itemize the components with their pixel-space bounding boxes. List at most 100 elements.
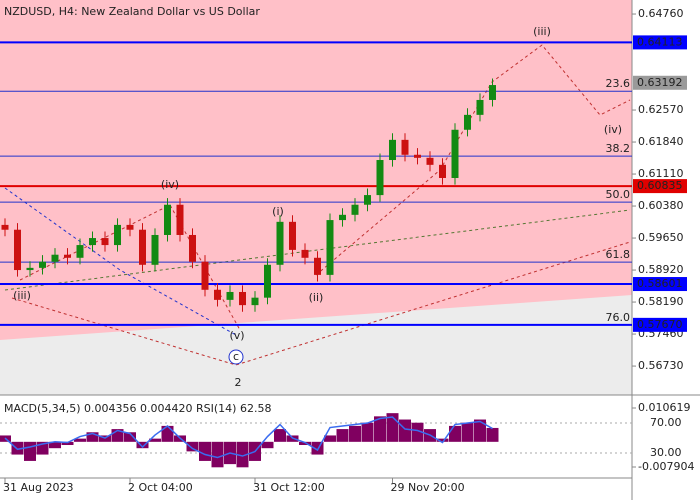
y-tick-label: 0.59650	[638, 231, 684, 244]
wave-label: (ii)	[309, 291, 324, 304]
candle-body	[226, 291, 234, 300]
candle-body	[139, 229, 146, 265]
macd-bar	[124, 432, 136, 442]
macd-bar	[261, 441, 274, 449]
macd-bar	[149, 438, 161, 442]
candle-body	[89, 238, 96, 246]
price-box-label: 0.58601	[637, 277, 683, 290]
macd-bar	[336, 429, 349, 442]
x-tick-label: 31 Oct 12:00	[253, 481, 325, 494]
candle-body	[39, 261, 46, 268]
macd-bar	[136, 441, 149, 449]
macd-bar	[86, 432, 99, 442]
macd-bar	[49, 441, 61, 449]
wave-label: 2	[235, 376, 242, 389]
macd-bar	[199, 441, 211, 461]
macd-bar	[186, 441, 199, 452]
candle-body	[276, 221, 284, 265]
candle-body	[326, 220, 334, 275]
fib-label: 76.0	[606, 311, 631, 324]
price-box	[633, 179, 687, 194]
y-tick-label: 0.60380	[638, 199, 684, 212]
price-box-label: 0.60835	[637, 179, 683, 192]
candle-body	[401, 139, 409, 155]
wave-circle	[228, 349, 244, 365]
y-tick-label: 0.64760	[638, 7, 684, 20]
x-tick-label: 29 Nov 20:00	[391, 481, 465, 494]
price-box-label: 0.63192	[637, 76, 683, 89]
candle-body	[339, 214, 346, 221]
candle-body	[1, 224, 9, 230]
macd-bar	[449, 425, 461, 442]
macd-bar	[474, 419, 486, 442]
fib-label: 23.6	[606, 77, 631, 90]
macd-tick-label: 0.010619	[638, 401, 691, 414]
candle-body	[114, 224, 121, 246]
wave-label: (iv)	[604, 123, 622, 136]
candle-body	[314, 257, 321, 275]
rsi-line	[4, 416, 493, 459]
candle-body	[14, 229, 21, 271]
fib-label: 50.0	[606, 188, 631, 201]
wave-line	[4, 187, 237, 336]
candle-body	[164, 204, 171, 235]
x-tick-label: 31 Aug 2023	[3, 481, 73, 494]
macd-bar	[486, 427, 499, 442]
macd-bar	[74, 438, 86, 442]
y-tick-label: 0.58190	[638, 295, 684, 308]
macd-bar	[361, 422, 374, 442]
candle-body	[51, 254, 59, 262]
macd-bar	[349, 425, 361, 442]
candle-body	[476, 99, 484, 115]
candle-body	[176, 204, 184, 235]
candle-body	[414, 154, 421, 158]
wave-label: (iii)	[13, 289, 31, 302]
candle-body	[64, 254, 71, 258]
macd-bar	[461, 422, 474, 442]
price-box-label: 0.57670	[637, 318, 683, 331]
macd-bar	[61, 441, 74, 446]
macd-bar	[274, 429, 286, 442]
y-tick-label: 0.56730	[638, 359, 684, 372]
chart-title: NZDUSD, H4: New Zealand Dollar vs US Dol…	[4, 5, 260, 18]
candle-body	[464, 114, 471, 130]
fib-label: 61.8	[606, 248, 631, 261]
macd-bar	[236, 441, 249, 468]
candle-body	[489, 85, 496, 100]
candle-body	[439, 164, 446, 178]
macd-bar	[299, 441, 311, 446]
y-tick-label: 0.58920	[638, 263, 684, 276]
candle-body	[426, 157, 434, 165]
price-box	[633, 75, 687, 90]
price-box	[633, 35, 687, 50]
macd-bar	[399, 419, 411, 442]
shaded-zone	[0, 0, 632, 340]
candle-body	[301, 249, 309, 258]
macd-bar	[24, 441, 36, 461]
candle-body	[201, 261, 209, 290]
macd-bar	[411, 422, 424, 442]
price-box	[633, 317, 687, 332]
candle-body	[389, 139, 396, 161]
rsi-tick-label: 30.00	[650, 446, 682, 459]
macd-bar	[436, 438, 449, 442]
wave-label: (iv)	[161, 178, 179, 191]
wave-label: (i)	[272, 205, 284, 218]
candle-body	[151, 234, 159, 265]
candle-body	[214, 289, 221, 300]
macd-bar	[374, 416, 386, 442]
y-tick-label: 0.61110	[638, 167, 684, 180]
candle-body	[26, 267, 34, 271]
x-tick-label: 2 Oct 04:00	[128, 481, 193, 494]
candle-body	[376, 160, 384, 196]
macd-tick-label: -0.007904	[638, 460, 694, 473]
fib-label: 38.2	[606, 142, 631, 155]
candle-body	[126, 224, 134, 230]
wave-label: (v)	[229, 329, 244, 342]
candle-body	[101, 238, 109, 246]
candle-body	[264, 264, 271, 298]
price-box-label: 0.64113	[637, 35, 683, 48]
candle-body	[451, 129, 459, 178]
candle-body	[364, 195, 371, 205]
candle-body	[239, 291, 246, 306]
